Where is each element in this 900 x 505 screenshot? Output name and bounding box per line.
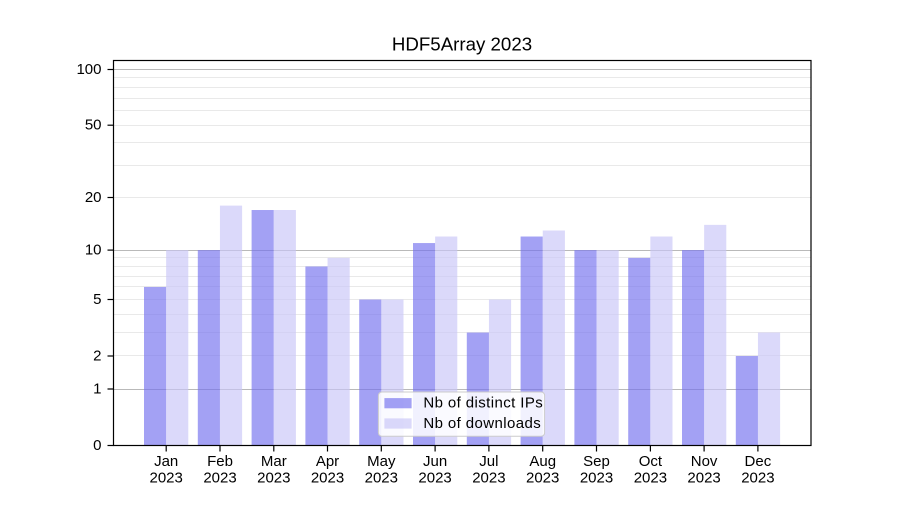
svg-text:2023: 2023	[526, 470, 559, 487]
svg-text:2023: 2023	[418, 470, 451, 487]
svg-text:Jan: Jan	[154, 453, 178, 470]
svg-text:10: 10	[85, 242, 102, 259]
svg-text:Oct: Oct	[639, 453, 663, 470]
svg-text:Feb: Feb	[207, 453, 233, 470]
svg-text:Dec: Dec	[745, 453, 772, 470]
svg-text:Nb of distinct IPs: Nb of distinct IPs	[423, 395, 543, 412]
svg-text:2: 2	[93, 348, 101, 365]
svg-text:2023: 2023	[203, 470, 236, 487]
svg-text:Mar: Mar	[261, 453, 287, 470]
svg-text:2023: 2023	[365, 470, 398, 487]
svg-text:100: 100	[76, 61, 101, 78]
svg-text:Sep: Sep	[583, 453, 610, 470]
svg-text:Jul: Jul	[479, 453, 498, 470]
svg-text:Nb of downloads: Nb of downloads	[423, 415, 541, 432]
svg-text:50: 50	[85, 117, 102, 134]
svg-text:2023: 2023	[687, 470, 720, 487]
svg-text:2023: 2023	[150, 470, 183, 487]
svg-text:May: May	[367, 453, 396, 470]
svg-text:Jun: Jun	[423, 453, 447, 470]
svg-text:2023: 2023	[311, 470, 344, 487]
svg-text:0: 0	[93, 437, 101, 454]
svg-text:HDF5Array 2023: HDF5Array 2023	[392, 34, 532, 55]
svg-text:2023: 2023	[472, 470, 505, 487]
svg-text:5: 5	[93, 291, 101, 308]
svg-text:1: 1	[93, 381, 101, 398]
svg-text:2023: 2023	[634, 470, 667, 487]
svg-text:Apr: Apr	[316, 453, 339, 470]
svg-text:Aug: Aug	[529, 453, 556, 470]
svg-text:20: 20	[85, 189, 102, 206]
svg-text:2023: 2023	[257, 470, 290, 487]
svg-text:2023: 2023	[580, 470, 613, 487]
svg-text:Nov: Nov	[691, 453, 718, 470]
svg-text:2023: 2023	[741, 470, 774, 487]
